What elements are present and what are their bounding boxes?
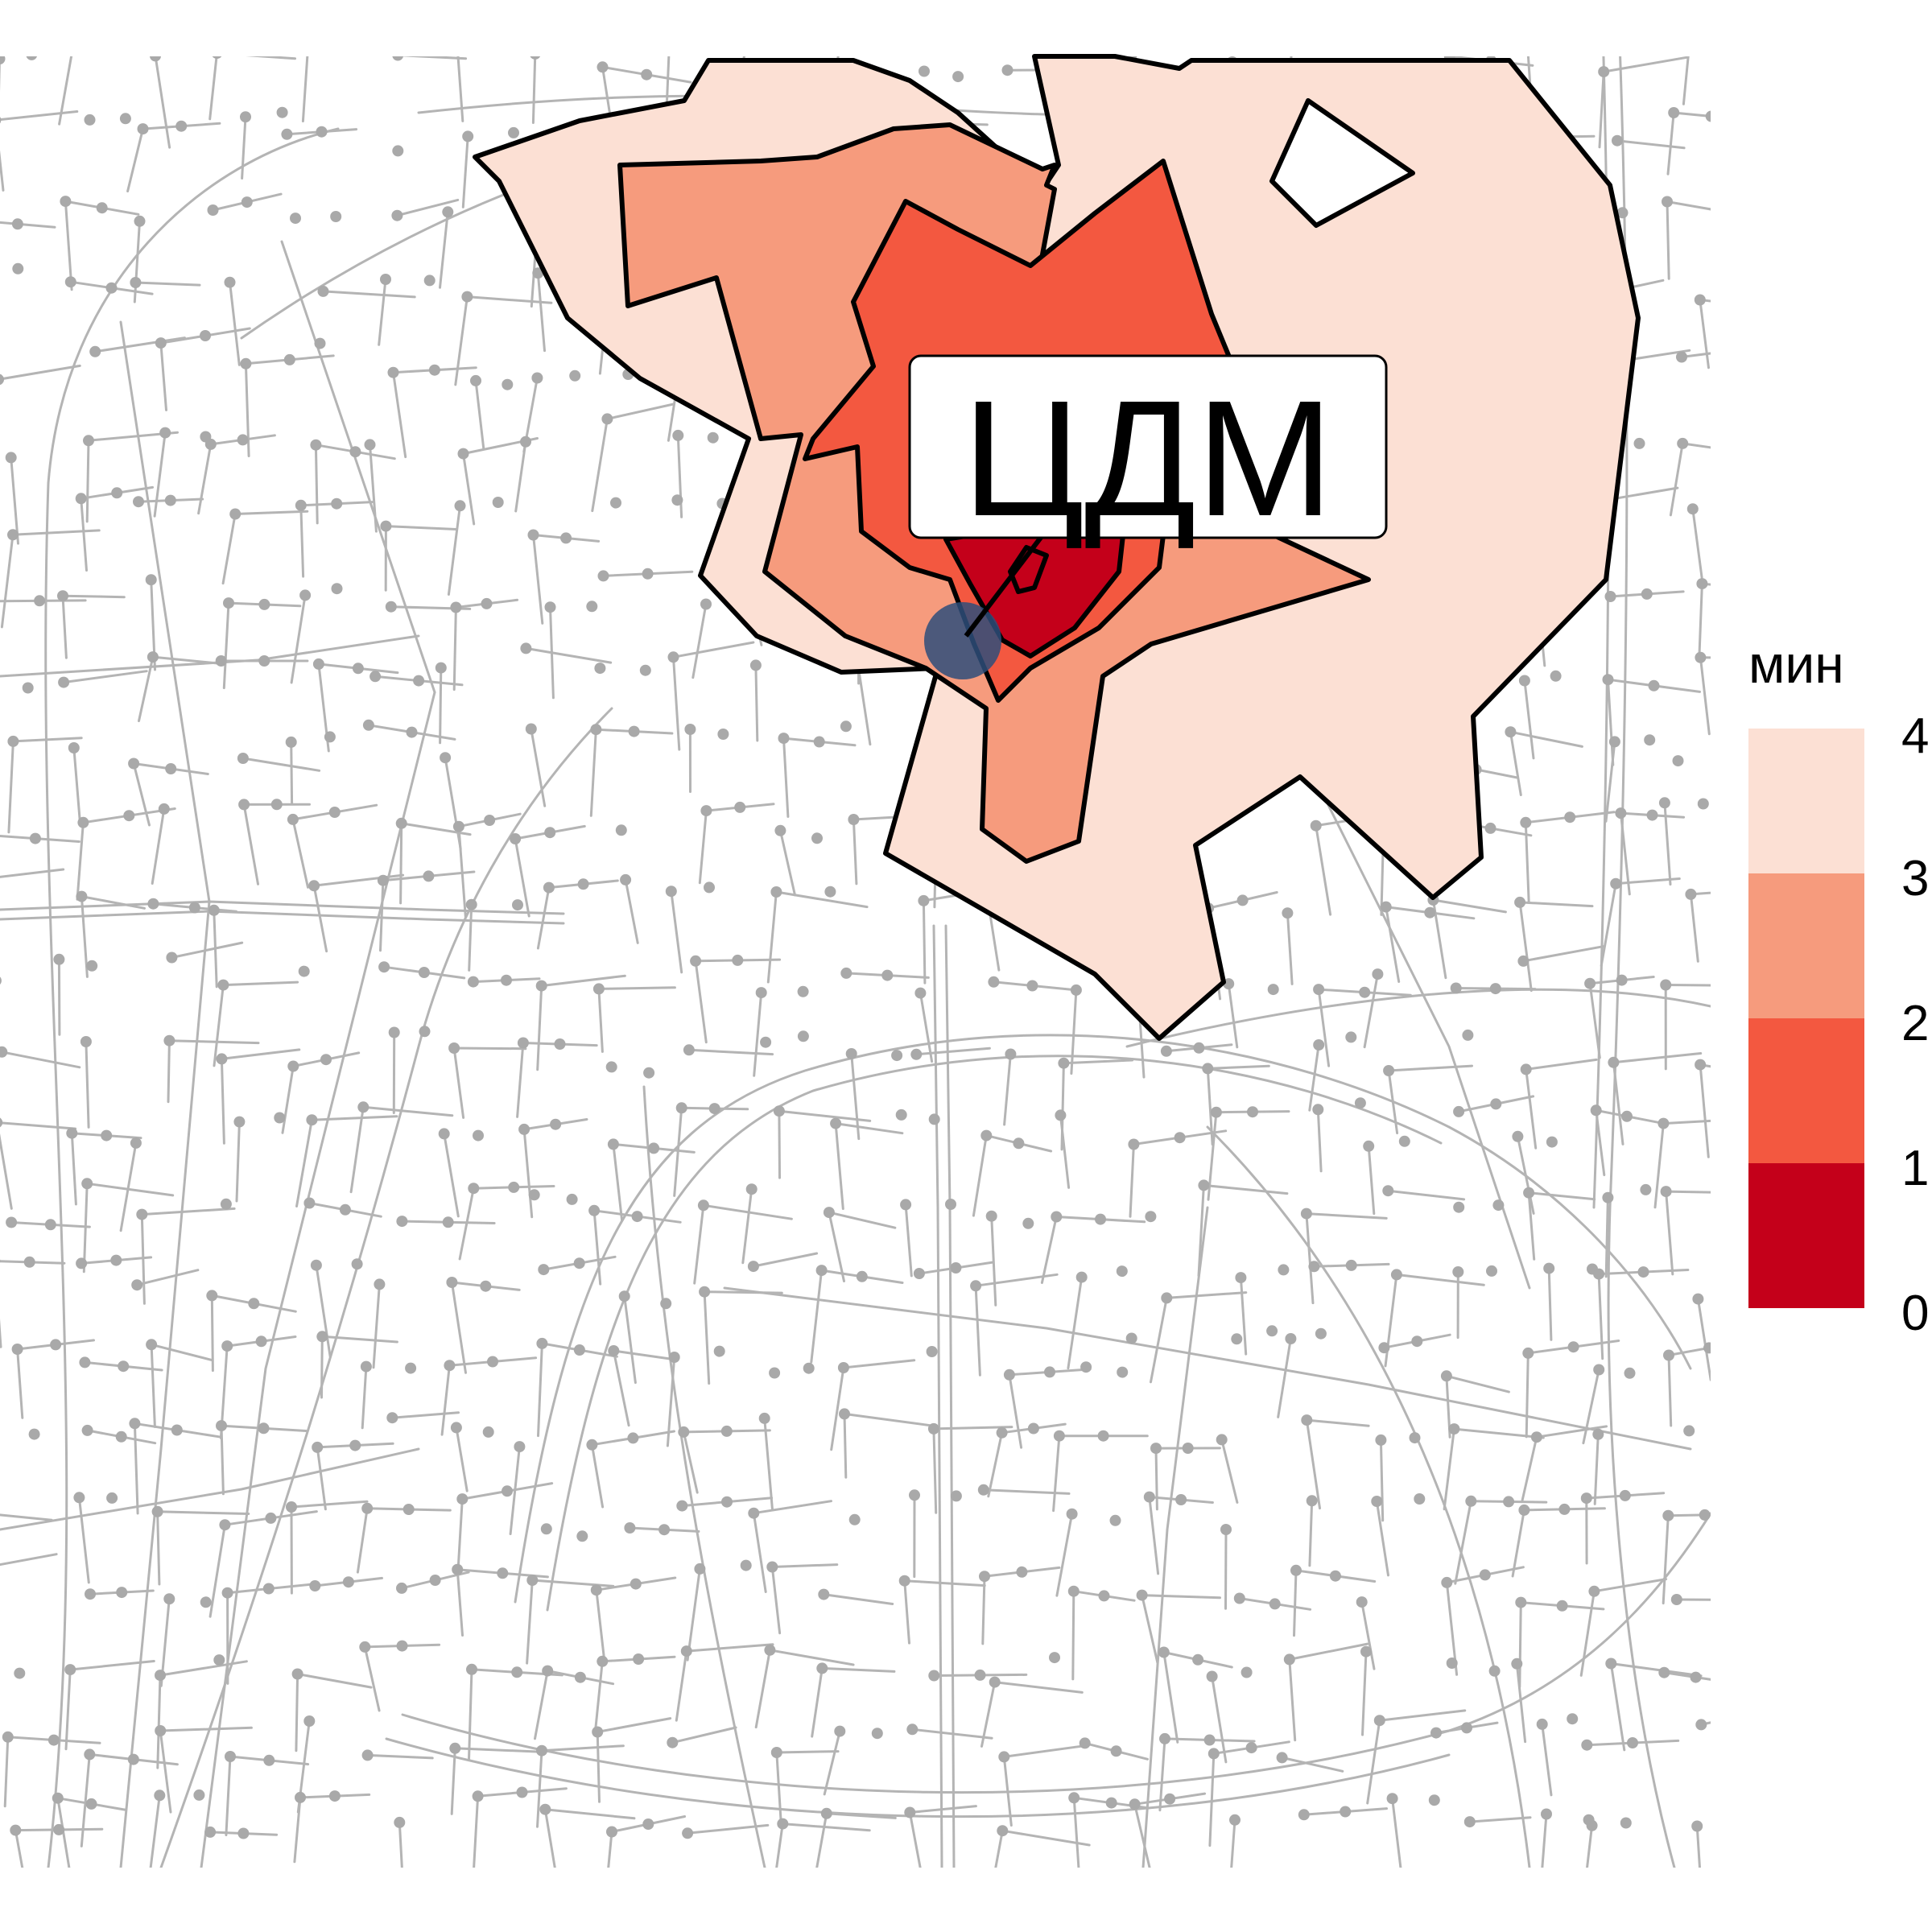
legend-swatch-4 xyxy=(1748,729,1864,873)
start-point-marker[interactable] xyxy=(924,602,1001,679)
location-label-text: ЦДМ xyxy=(962,366,1333,551)
label-leader-line xyxy=(964,534,1045,638)
isochrone-hole xyxy=(1269,98,1415,228)
location-label: ЦДМ xyxy=(908,354,1388,551)
legend-title: мин xyxy=(1748,634,1844,694)
legend-swatch-3 xyxy=(1748,873,1864,1018)
legend: мин 4 3 2 1 0 xyxy=(1748,634,1929,1341)
legend-swatch-1 xyxy=(1748,1163,1864,1308)
legend-label-2: 2 xyxy=(1901,996,1929,1051)
legend-label-3: 3 xyxy=(1901,851,1929,906)
location-label-box xyxy=(908,354,1388,539)
legend-label-4: 4 xyxy=(1901,708,1929,764)
legend-label-0: 0 xyxy=(1901,1286,1929,1341)
isochrone-inner-detail xyxy=(1008,545,1049,594)
legend-swatch-2 xyxy=(1748,1018,1864,1163)
legend-label-1: 1 xyxy=(1901,1141,1929,1196)
